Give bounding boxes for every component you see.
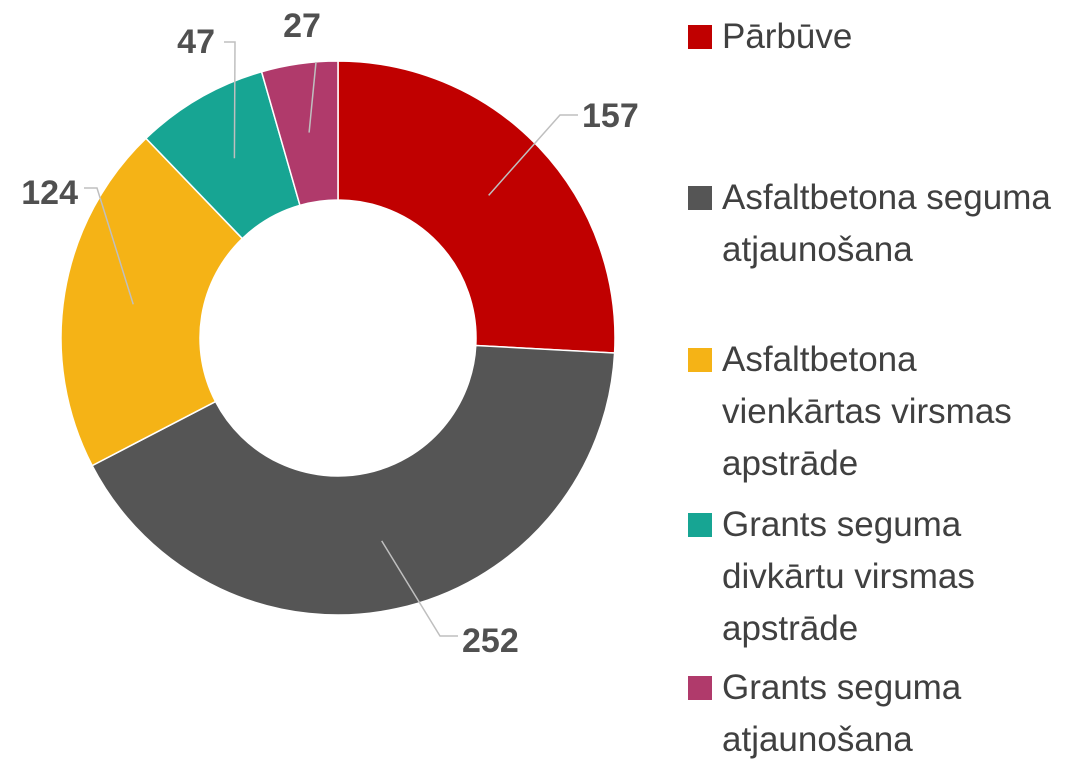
legend-label: Asfaltbetona seguma atjaunošana bbox=[722, 178, 1051, 269]
slice bbox=[91, 344, 616, 616]
chart: 157 252 124 47 27 bbox=[21, 7, 639, 660]
data-label: 27 bbox=[283, 7, 321, 45]
leader-line bbox=[488, 114, 578, 196]
legend-label: Asfaltbetona vienkārtas virsmas apstrāde bbox=[722, 340, 1012, 483]
legend-swatch bbox=[688, 513, 712, 537]
legend-item: Asfaltbetona vienkārtas virsmas apstrāde bbox=[688, 334, 1073, 490]
legend-item: Grants seguma atjaunošana bbox=[688, 662, 1073, 766]
legend-swatch bbox=[688, 186, 712, 210]
leader-line bbox=[308, 61, 317, 133]
legend-swatch bbox=[688, 676, 712, 700]
slice bbox=[260, 60, 339, 207]
legend-label: Grants seguma divkārtu virsmas apstrāde bbox=[722, 505, 975, 648]
data-label: 157 bbox=[582, 97, 639, 135]
data-label: 47 bbox=[177, 23, 215, 61]
leader-line bbox=[224, 41, 236, 159]
slice bbox=[337, 60, 616, 354]
data-label: 124 bbox=[21, 174, 78, 212]
legend-item: Grants seguma divkārtu virsmas apstrāde bbox=[688, 499, 1073, 655]
data-label: 252 bbox=[462, 622, 519, 660]
legend-label: Grants seguma atjaunošana bbox=[722, 668, 962, 759]
legend-item: Pārbūve bbox=[688, 11, 1073, 63]
legend-swatch bbox=[688, 25, 712, 49]
legend-swatch bbox=[688, 348, 712, 372]
legend-item: Asfaltbetona seguma atjaunošana bbox=[688, 172, 1073, 276]
leader-line bbox=[381, 540, 458, 637]
leader-line bbox=[84, 187, 134, 305]
legend-label: Pārbūve bbox=[722, 17, 853, 56]
